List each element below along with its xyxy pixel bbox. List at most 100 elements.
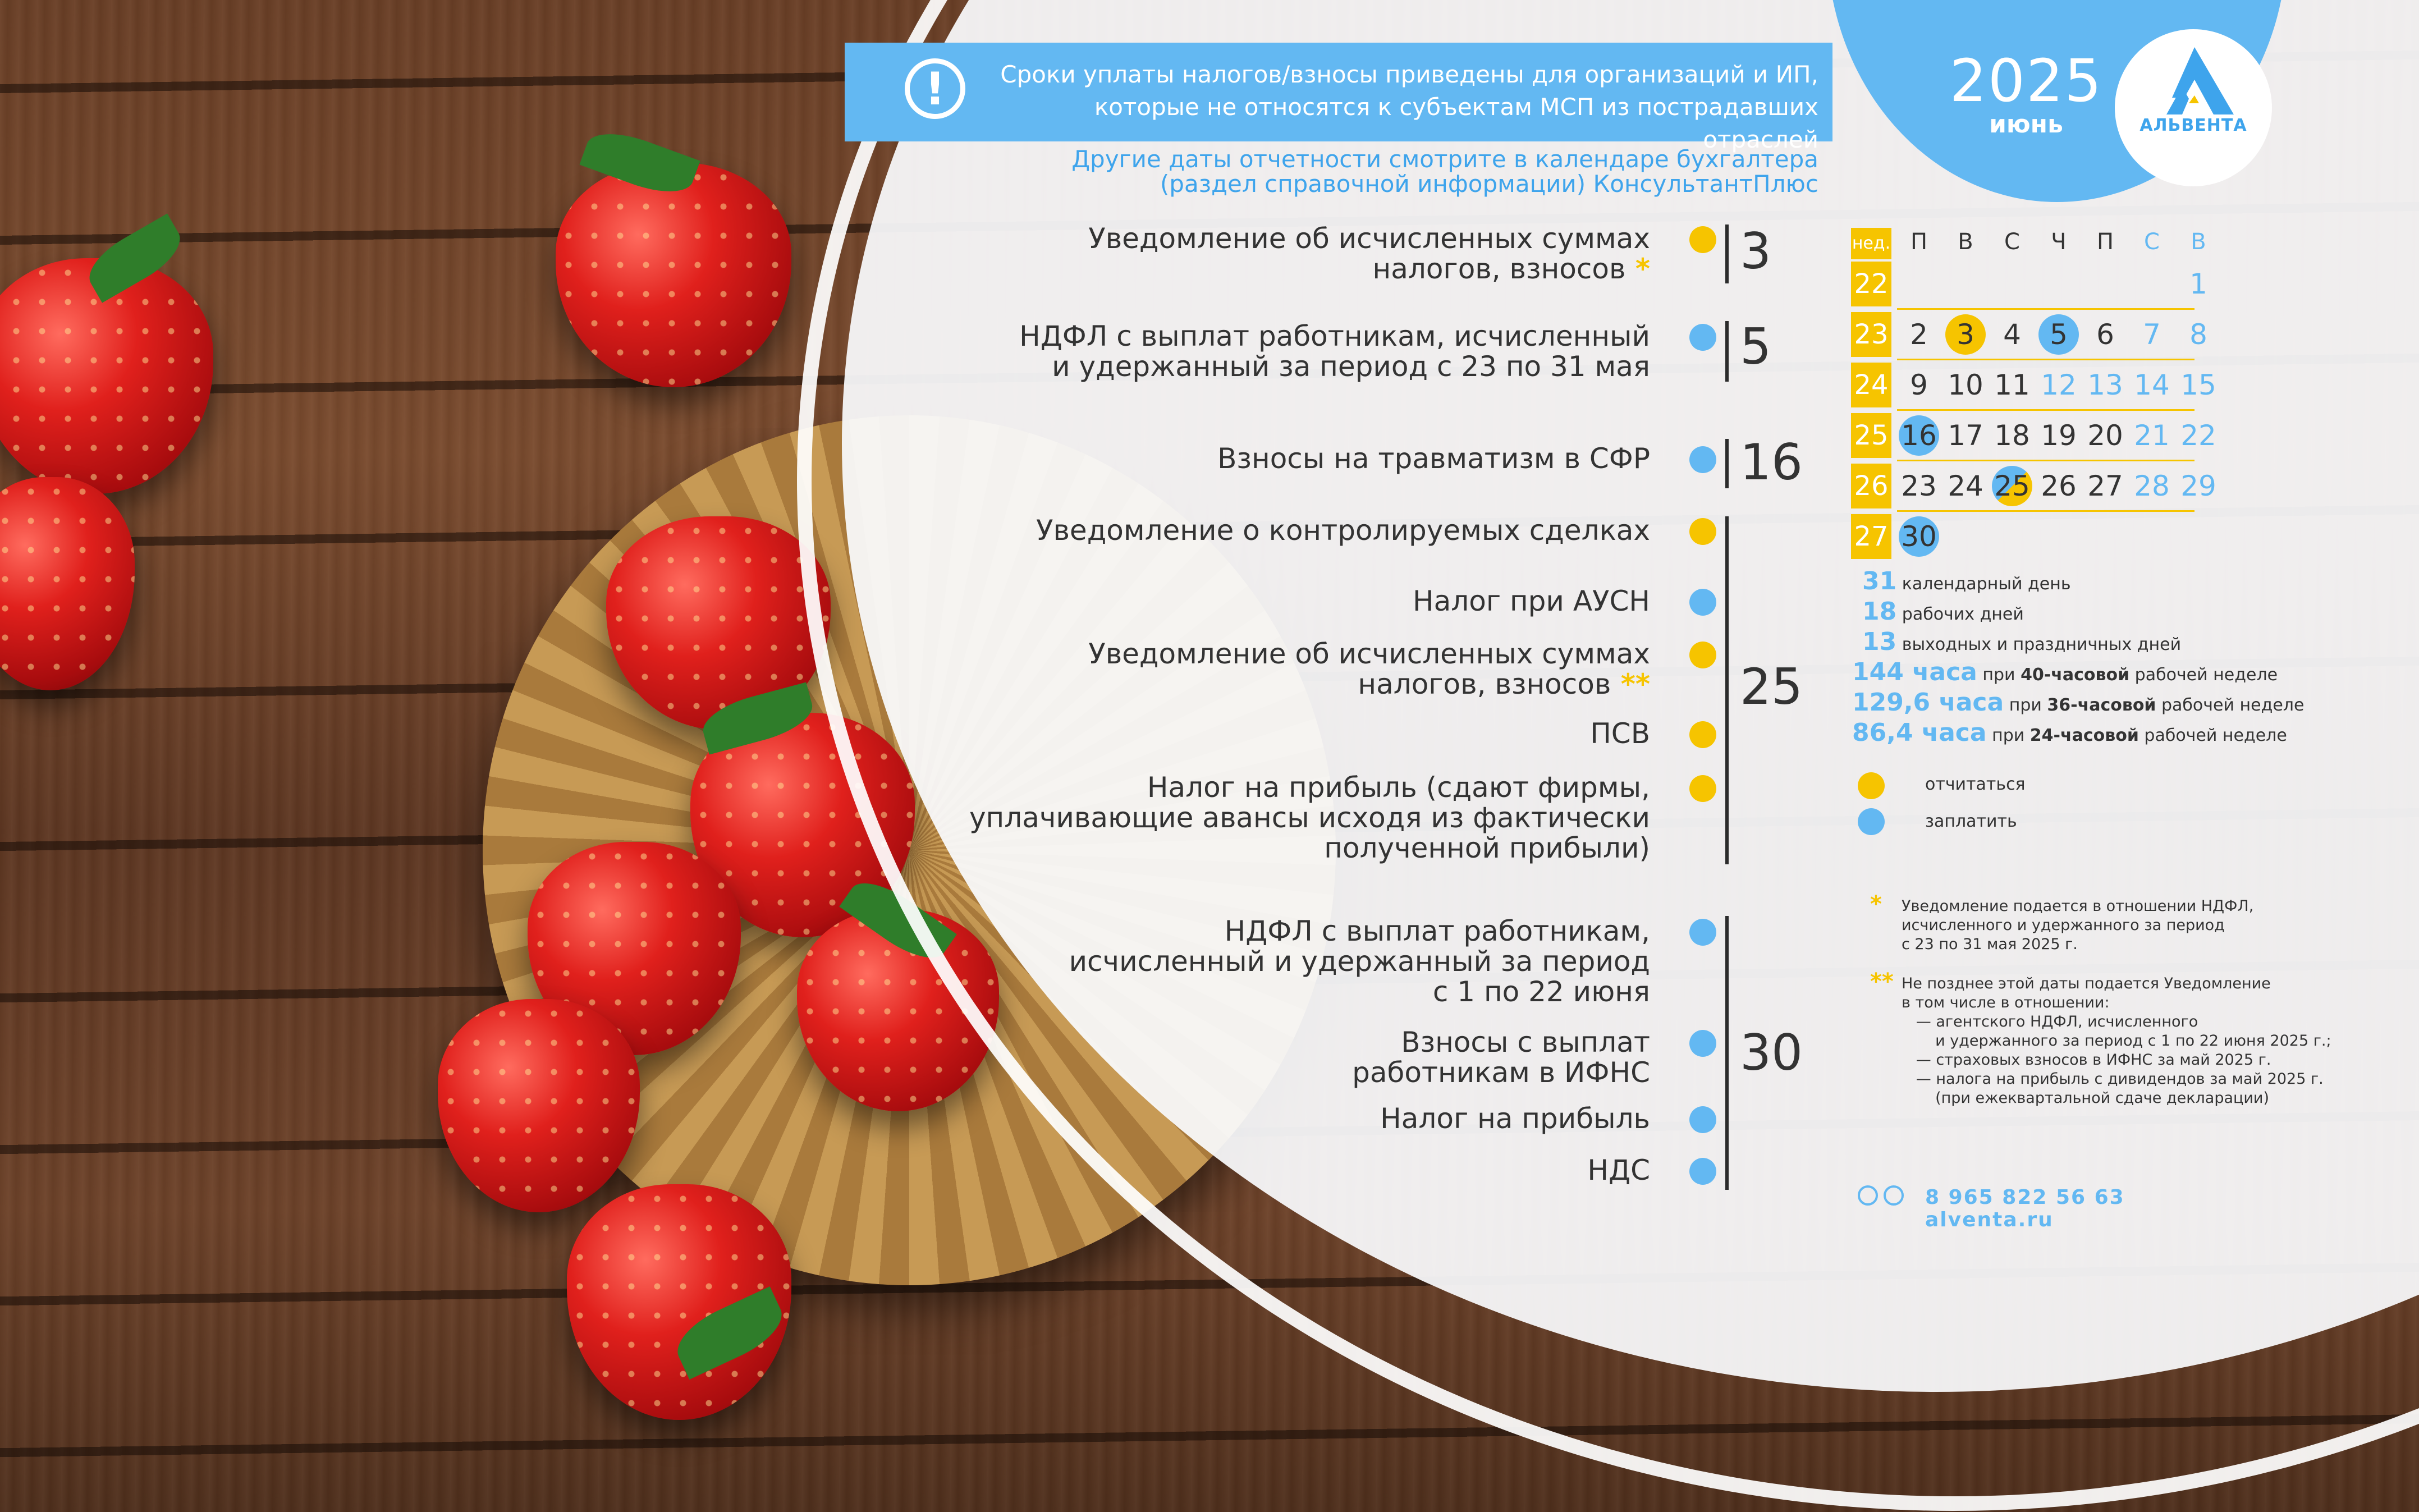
stat-number: 129,6 часа	[1852, 688, 2004, 717]
deadline-divider	[1725, 321, 1729, 382]
weekday-header: П	[1910, 229, 1928, 255]
calendar-day[interactable]: 30	[1899, 516, 1939, 557]
calendar-day[interactable]: 3	[1945, 314, 1986, 355]
calendar-day[interactable]: 28	[2134, 470, 2170, 502]
strawberry-image	[438, 999, 640, 1212]
pay-dot	[1689, 1030, 1716, 1057]
calendar-day[interactable]: 10	[1948, 369, 1983, 401]
calendar-day[interactable]: 26	[2041, 470, 2077, 502]
calendar-day[interactable]: 7	[2143, 318, 2161, 351]
calendar-day[interactable]: 5	[2038, 314, 2079, 355]
footnote-2: Не позднее этой даты подается Уведомлени…	[1902, 974, 2331, 1108]
footnote-1: Уведомление подается в отношении НДФЛ, ис…	[1902, 897, 2253, 954]
calendar-day[interactable]: 4	[2003, 318, 2021, 351]
week-number: 27	[1851, 514, 1891, 559]
footnote-line: — страховых взносов в ИФНС за май 2025 г…	[1902, 1051, 2271, 1069]
calendar-day[interactable]: 17	[1948, 419, 1983, 452]
logo-text: АЛЬВЕНТА	[2139, 116, 2247, 135]
calendar-day[interactable]: 11	[1994, 369, 2030, 401]
calendar-day[interactable]: 12	[2041, 369, 2077, 401]
pay-dot	[1689, 1106, 1716, 1133]
stat-row: 18 рабочих дней	[1862, 597, 2024, 626]
calendar-day[interactable]: 24	[1948, 470, 1983, 502]
deadline-star: *	[1625, 253, 1650, 285]
deadline-item-line: полученной прибыли)	[1324, 832, 1650, 864]
footnote-line: (при ежеквартальной сдаче декларации)	[1902, 1089, 2270, 1107]
deadline-divider	[1725, 224, 1729, 283]
warning-banner-text: Сроки уплаты налогов/взносы приведены дл…	[1000, 61, 1818, 153]
stat-bold: 36-часовой	[2047, 695, 2156, 715]
deadline-item-line: Налог на прибыль (сдают фирмы,	[1147, 771, 1650, 804]
calendar-day[interactable]: 8	[2189, 318, 2207, 351]
report-dot	[1689, 518, 1716, 545]
report-dot	[1689, 226, 1716, 253]
month-label: июнь	[1989, 110, 2063, 139]
stat-number: 18	[1862, 597, 1897, 626]
stat-tail: рабочей неделе	[2138, 726, 2287, 745]
deadline-item-line: Уведомление об исчисленных суммах	[1088, 638, 1650, 670]
weekday-header: С	[2144, 229, 2160, 255]
deadline-item-line: налогов, взносов *	[1372, 253, 1650, 285]
calendar-day[interactable]: 13	[2087, 369, 2123, 401]
pay-legend-label: заплатить	[1925, 812, 2017, 831]
calendar-day[interactable]: 18	[1994, 419, 2030, 452]
deadline-item-line: налогов, взносов **	[1358, 668, 1650, 700]
deadline-item-line: Взносы с выплат	[1401, 1026, 1650, 1059]
deadline-star: **	[1611, 668, 1650, 700]
deadline-item: Уведомление об исчисленных суммах налогов…	[1088, 639, 1650, 699]
report-legend-dot	[1858, 772, 1885, 799]
stat-tail: рабочей неделе	[2156, 695, 2305, 715]
deadline-item-line: уплачивающие авансы исходя из фактически	[969, 801, 1650, 834]
calendar-day[interactable]: 29	[2180, 470, 2216, 502]
calendar-day[interactable]: 21	[2134, 419, 2170, 452]
calendar-day[interactable]: 22	[2180, 419, 2216, 452]
deadline-item-line: ПСВ	[1590, 717, 1650, 750]
weekday-header: В	[2191, 229, 2206, 255]
exclamation-icon: !	[905, 58, 965, 119]
calendar-day[interactable]: 6	[2096, 318, 2114, 351]
stat-row: 86,4 часа при 24-часовой рабочей неделе	[1852, 718, 2287, 747]
calendar-day[interactable]: 16	[1899, 415, 1939, 456]
calendar-day[interactable]: 27	[2087, 470, 2123, 502]
calendar-day[interactable]: 14	[2134, 369, 2170, 401]
footnote-line: Уведомление подается в отношении НДФЛ,	[1902, 897, 2254, 915]
stat-text: при	[1986, 726, 2030, 745]
weekday-header: П	[2096, 229, 2114, 255]
deadline-item-line: работникам в ИФНС	[1352, 1056, 1650, 1089]
deadline-item-line: Уведомление об исчисленных суммах	[1088, 222, 1650, 255]
stat-text: выходных и праздничных дней	[1896, 635, 2182, 654]
deadline-item-line: Уведомление о контролируемых сделках	[1036, 514, 1650, 547]
contact-site[interactable]: alventa.ru	[1925, 1208, 2054, 1231]
calendar-day[interactable]: 9	[1910, 369, 1928, 401]
deadline-item: НДС	[1587, 1155, 1650, 1185]
deadline-item-line: НДФЛ с выплат работникам,	[1224, 915, 1650, 947]
deadline-item: Налог при АУСН	[1413, 586, 1650, 616]
calendar-day[interactable]: 19	[2041, 419, 2077, 452]
deadline-day: 3	[1740, 222, 1771, 280]
deadline-divider	[1725, 516, 1729, 864]
stat-row: 31 календарный день	[1862, 567, 2071, 595]
deadline-item-line: исчисленный и удержанный за период	[1069, 945, 1650, 978]
footnote-line: и удержанного за период с 1 по 22 июня 2…	[1902, 1032, 2331, 1050]
deadline-item: Взносы с выплат работникам в ИФНС	[1352, 1027, 1650, 1088]
deadline-divider	[1725, 916, 1729, 1190]
calendar-day[interactable]: 25	[1992, 466, 2032, 506]
stat-bold: 40-часовой	[2021, 665, 2130, 685]
footnote-line: — налога на прибыль с дивидендов за май …	[1902, 1070, 2324, 1088]
contact-phone[interactable]: 8 965 822 56 63	[1925, 1186, 2125, 1209]
week-number-header: нед.	[1851, 228, 1891, 259]
logo-a-icon	[2166, 47, 2234, 114]
footnote-line: Не позднее этой даты подается Уведомлени…	[1902, 975, 2271, 992]
calendar-day[interactable]: 20	[2087, 419, 2123, 452]
week-number: 22	[1851, 262, 1891, 306]
deadline-item-line: и удержанный за период с 23 по 31 мая	[1052, 350, 1650, 383]
calendar-day[interactable]: 15	[2180, 369, 2216, 401]
stat-text: рабочих дней	[1896, 604, 2024, 624]
note-star: *	[1870, 891, 1882, 917]
calendar-day[interactable]: 2	[1910, 318, 1928, 351]
warning-banner	[845, 43, 1832, 141]
calendar-day[interactable]: 23	[1901, 470, 1937, 502]
calendar-day[interactable]: 1	[2189, 268, 2207, 300]
calendar-row-line	[1897, 510, 2194, 512]
